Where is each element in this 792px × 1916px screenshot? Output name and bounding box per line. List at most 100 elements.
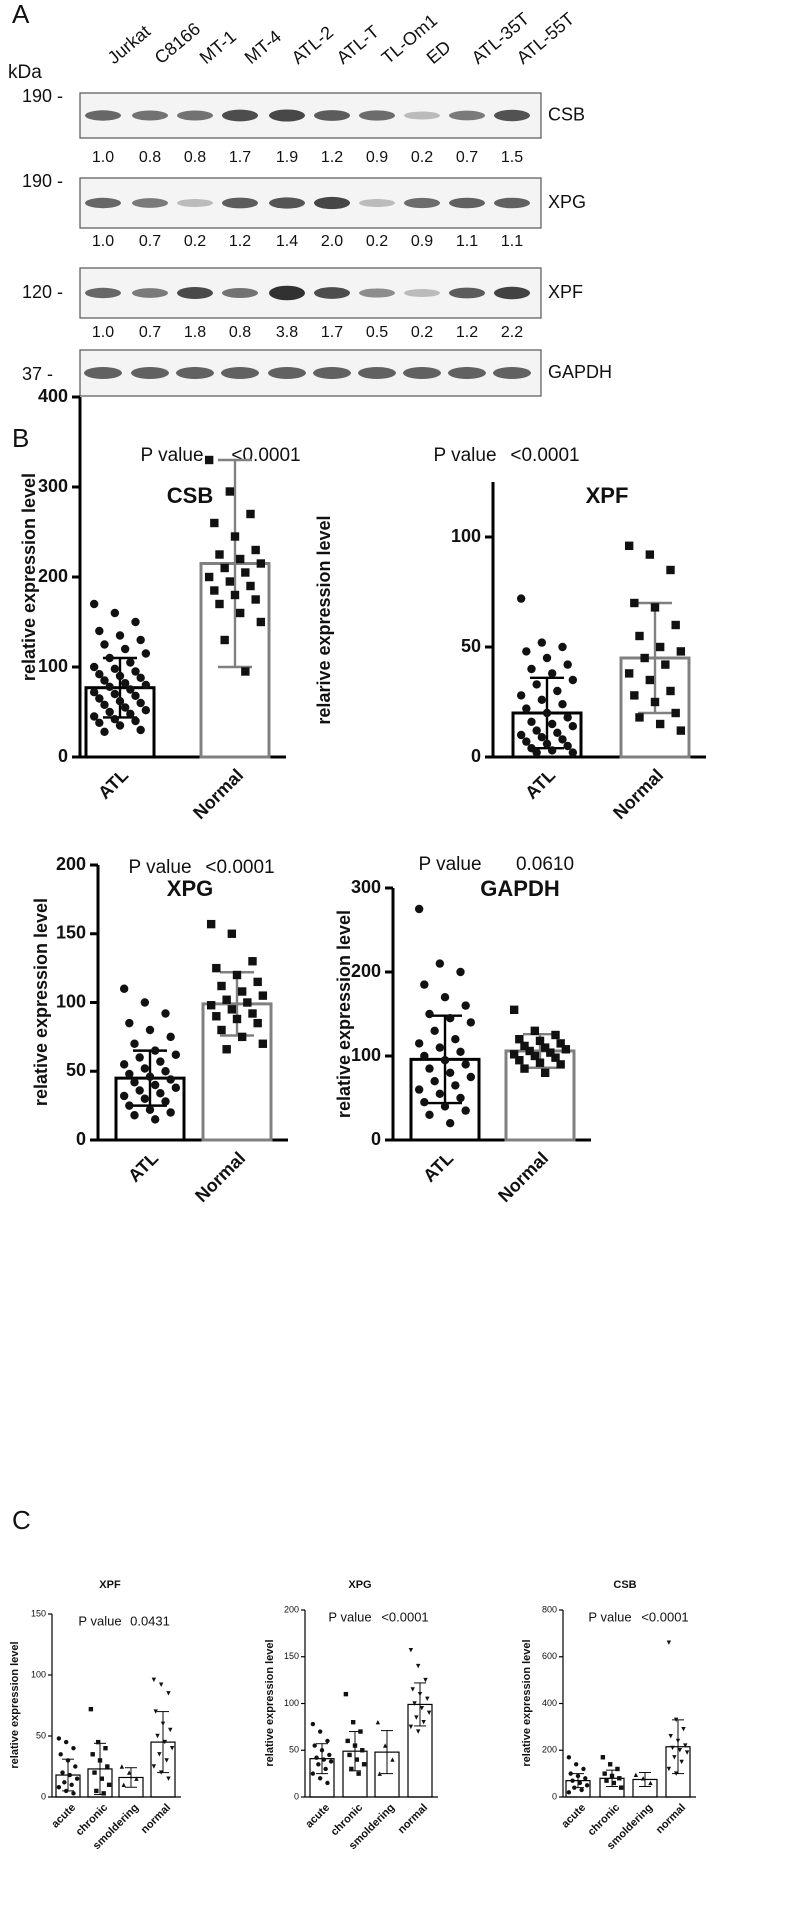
p-value: <0.0001 [231, 445, 300, 466]
data-point [145, 1025, 155, 1035]
error-bar [414, 1682, 426, 1727]
data-point [414, 1715, 419, 1720]
data-point [100, 640, 109, 649]
data-point [106, 1782, 112, 1787]
data-point [153, 1709, 158, 1714]
data-point [227, 929, 237, 938]
data-point [537, 638, 547, 647]
data-point [556, 1039, 565, 1048]
data-point [130, 1078, 139, 1087]
data-point [425, 1064, 434, 1073]
data-point [316, 1762, 321, 1767]
error-bar [672, 1719, 684, 1775]
data-point [169, 1746, 175, 1751]
data-point [325, 1780, 330, 1786]
data-point [140, 1064, 150, 1073]
band [403, 367, 441, 379]
protein-label: CSB [548, 104, 585, 124]
data-point [92, 1770, 97, 1775]
data-point [164, 1758, 169, 1763]
data-point [97, 1758, 103, 1763]
lane-label: ED [423, 37, 455, 68]
data-point [558, 642, 567, 652]
data-point [537, 733, 547, 742]
data-point [520, 1064, 529, 1073]
data-point [445, 1119, 455, 1128]
data-point [206, 919, 216, 929]
data-point [136, 635, 145, 645]
data-point [568, 748, 578, 757]
y-tick-label: 100 [56, 991, 86, 1011]
data-point [248, 1009, 257, 1018]
data-point [532, 726, 541, 735]
data-point [204, 572, 214, 582]
data-point [408, 1724, 414, 1730]
y-tick-label: 150 [31, 1608, 46, 1618]
data-point [525, 1046, 534, 1056]
data-point [563, 741, 572, 751]
data-point [414, 1085, 424, 1094]
data-point [121, 1782, 126, 1787]
band [314, 110, 350, 121]
data-point [425, 1696, 430, 1702]
data-point [89, 662, 99, 672]
data-point [390, 1757, 395, 1762]
data-point [415, 1663, 421, 1669]
data-point [140, 998, 150, 1007]
data-point [515, 1056, 524, 1065]
band [132, 110, 168, 121]
band-value: 1.0 [92, 233, 114, 250]
band [222, 109, 258, 122]
band-value: 0.2 [411, 149, 433, 166]
data-point [666, 1640, 672, 1645]
band [313, 367, 351, 379]
data-point [615, 1766, 620, 1772]
y-tick-label: 100 [284, 1698, 299, 1708]
band [359, 288, 395, 298]
data-point [563, 660, 572, 669]
data-point [140, 1094, 150, 1103]
data-point [135, 1053, 144, 1062]
y-tick-label: 200 [351, 961, 381, 981]
data-point [412, 1701, 417, 1706]
band-value: 1.0 [92, 149, 114, 166]
data-point [648, 1780, 653, 1786]
data-point [666, 1766, 672, 1772]
data-point [63, 1788, 69, 1794]
data-point [430, 1026, 439, 1036]
y-axis-label: relative expression level [9, 1641, 21, 1768]
data-point [130, 1039, 139, 1048]
protein-label: GAPDH [548, 362, 612, 382]
y-axis-label: relative expression level [264, 1639, 276, 1766]
error-bar [639, 1771, 651, 1787]
data-point [347, 1752, 352, 1758]
data-point [640, 1776, 646, 1781]
band-value: 1.9 [276, 149, 298, 166]
data-point [356, 1771, 361, 1776]
data-point [99, 1776, 105, 1781]
data-point [577, 1780, 583, 1786]
data-point [672, 1755, 677, 1760]
data-point [136, 673, 145, 682]
data-point [89, 688, 99, 697]
data-point [600, 1755, 606, 1760]
data-point [71, 1746, 76, 1751]
data-point [530, 1051, 540, 1061]
band [404, 197, 440, 209]
band [494, 197, 530, 209]
band [493, 367, 531, 379]
data-point [74, 1776, 80, 1781]
data-point [420, 1098, 429, 1107]
p-label: P value [588, 1609, 631, 1624]
data-point [633, 1772, 639, 1777]
lane-label: Jurkat [104, 21, 154, 68]
data-point [573, 1762, 579, 1767]
band [269, 285, 305, 301]
x-tick-label: Normal [191, 1148, 249, 1206]
data-point [671, 708, 680, 718]
data-point [246, 509, 255, 519]
data-point [225, 487, 235, 496]
band-value: 1.0 [92, 324, 114, 341]
data-point [581, 1766, 586, 1772]
data-point [134, 1776, 139, 1781]
